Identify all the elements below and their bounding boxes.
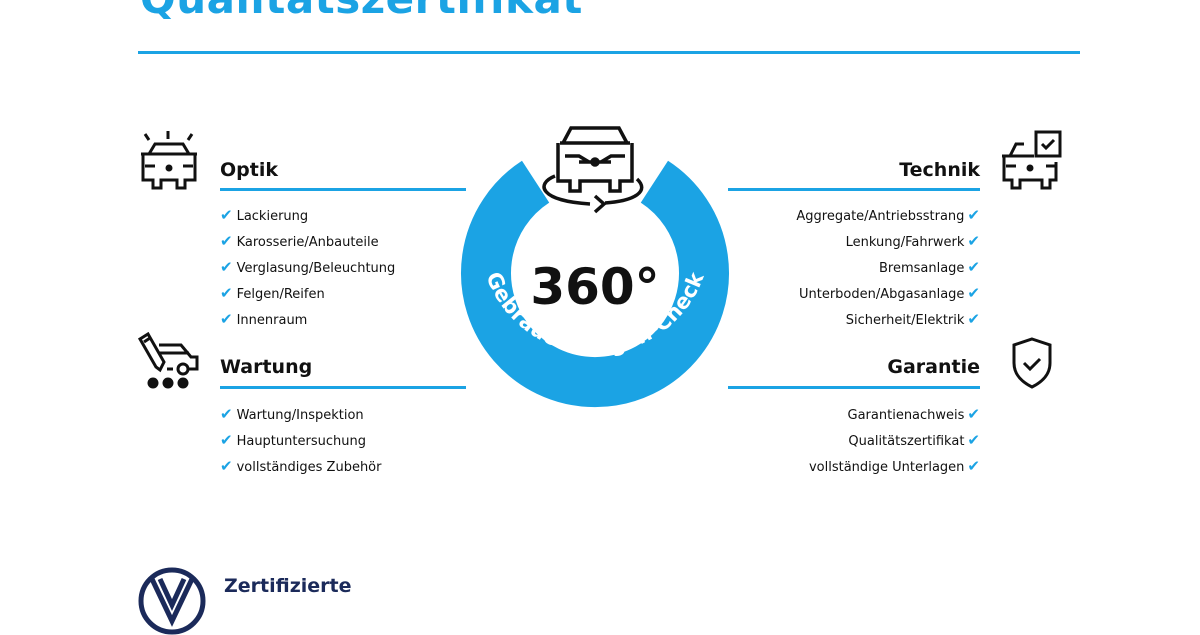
- car-checkbox-icon: [1002, 130, 1062, 190]
- check-icon: ✔: [967, 206, 980, 224]
- shield-check-icon: [1012, 337, 1052, 389]
- 360-check-badge: Gebrauchtwagen-Check 360°: [461, 126, 729, 408]
- check-icon: ✔: [967, 284, 980, 302]
- garantie-list: Garantienachweis ✔ Qualitätszertifikat ✔ v…: [809, 402, 980, 480]
- list-item: Lenkung/Fahrwerk ✔: [845, 232, 980, 250]
- list-item: ✔ vollständiges Zubehör: [220, 457, 382, 475]
- list-item: ✔ Felgen/Reifen: [220, 284, 325, 302]
- list-item: Bremsanlage ✔: [878, 258, 980, 276]
- check-icon: ✔: [967, 310, 980, 328]
- check-icon: ✔: [220, 310, 233, 328]
- optik-divider: [220, 188, 466, 191]
- check-icon: ✔: [220, 284, 233, 302]
- check-icon: ✔: [220, 232, 233, 250]
- wartung-divider: [220, 386, 466, 389]
- wartung-list: ✔ Wartung/Inspektion ✔ Hauptuntersuchung ✔…: [220, 402, 381, 480]
- list-item: Sicherheit/Elektrik ✔: [845, 310, 980, 328]
- vw-logo: [138, 567, 206, 635]
- list-item: ✔ Verglasung/Beleuchtung: [220, 258, 396, 276]
- page-title: Qualitätszertifikat: [140, 0, 583, 23]
- check-icon: ✔: [220, 457, 233, 475]
- badge-ring: [461, 160, 729, 408]
- check-icon: ✔: [967, 232, 980, 250]
- technik-list: Aggregate/Antriebsstrang ✔ Lenkung/Fahrwe…: [796, 203, 980, 333]
- list-item: ✔ Karosserie/Anbauteile: [220, 232, 379, 250]
- check-icon: ✔: [220, 258, 233, 276]
- list-item: ✔ Hauptuntersuchung: [220, 431, 366, 449]
- technik-divider: [728, 188, 980, 191]
- optik-list: ✔ Lackierung ✔ Karosserie/Anbauteile ✔ Verg…: [220, 203, 395, 333]
- garantie-heading: Garantie: [887, 356, 980, 378]
- check-icon: ✔: [220, 431, 233, 449]
- check-icon: ✔: [967, 431, 980, 449]
- list-item: Qualitätszertifikat ✔: [848, 431, 980, 449]
- wartung-heading: Wartung: [220, 356, 313, 378]
- service-van-icon: [137, 331, 199, 389]
- list-item: Garantienachweis ✔: [847, 405, 980, 423]
- optik-heading: Optik: [220, 159, 278, 181]
- brand-text: Zertifizierte: [224, 575, 352, 597]
- list-item: Unterboden/Abgasanlage ✔: [798, 284, 980, 302]
- garantie-divider: [728, 386, 980, 389]
- list-item: ✔ Lackierung: [220, 206, 309, 224]
- check-icon: ✔: [967, 405, 980, 423]
- check-icon: ✔: [220, 405, 233, 423]
- check-icon: ✔: [220, 206, 233, 224]
- technik-heading: Technik: [899, 159, 980, 181]
- list-item: Aggregate/Antriebsstrang ✔: [796, 206, 980, 224]
- car-lights-icon: [141, 131, 197, 190]
- badge-value: 360°: [530, 258, 659, 316]
- check-icon: ✔: [967, 457, 980, 475]
- list-item: vollständige Unterlagen ✔: [808, 457, 980, 475]
- list-item: ✔ Innenraum: [220, 310, 308, 328]
- car-rotate-icon: [542, 126, 644, 214]
- list-item: ✔ Wartung/Inspektion: [220, 405, 364, 423]
- check-icon: ✔: [967, 258, 980, 276]
- title-divider: [138, 51, 1080, 54]
